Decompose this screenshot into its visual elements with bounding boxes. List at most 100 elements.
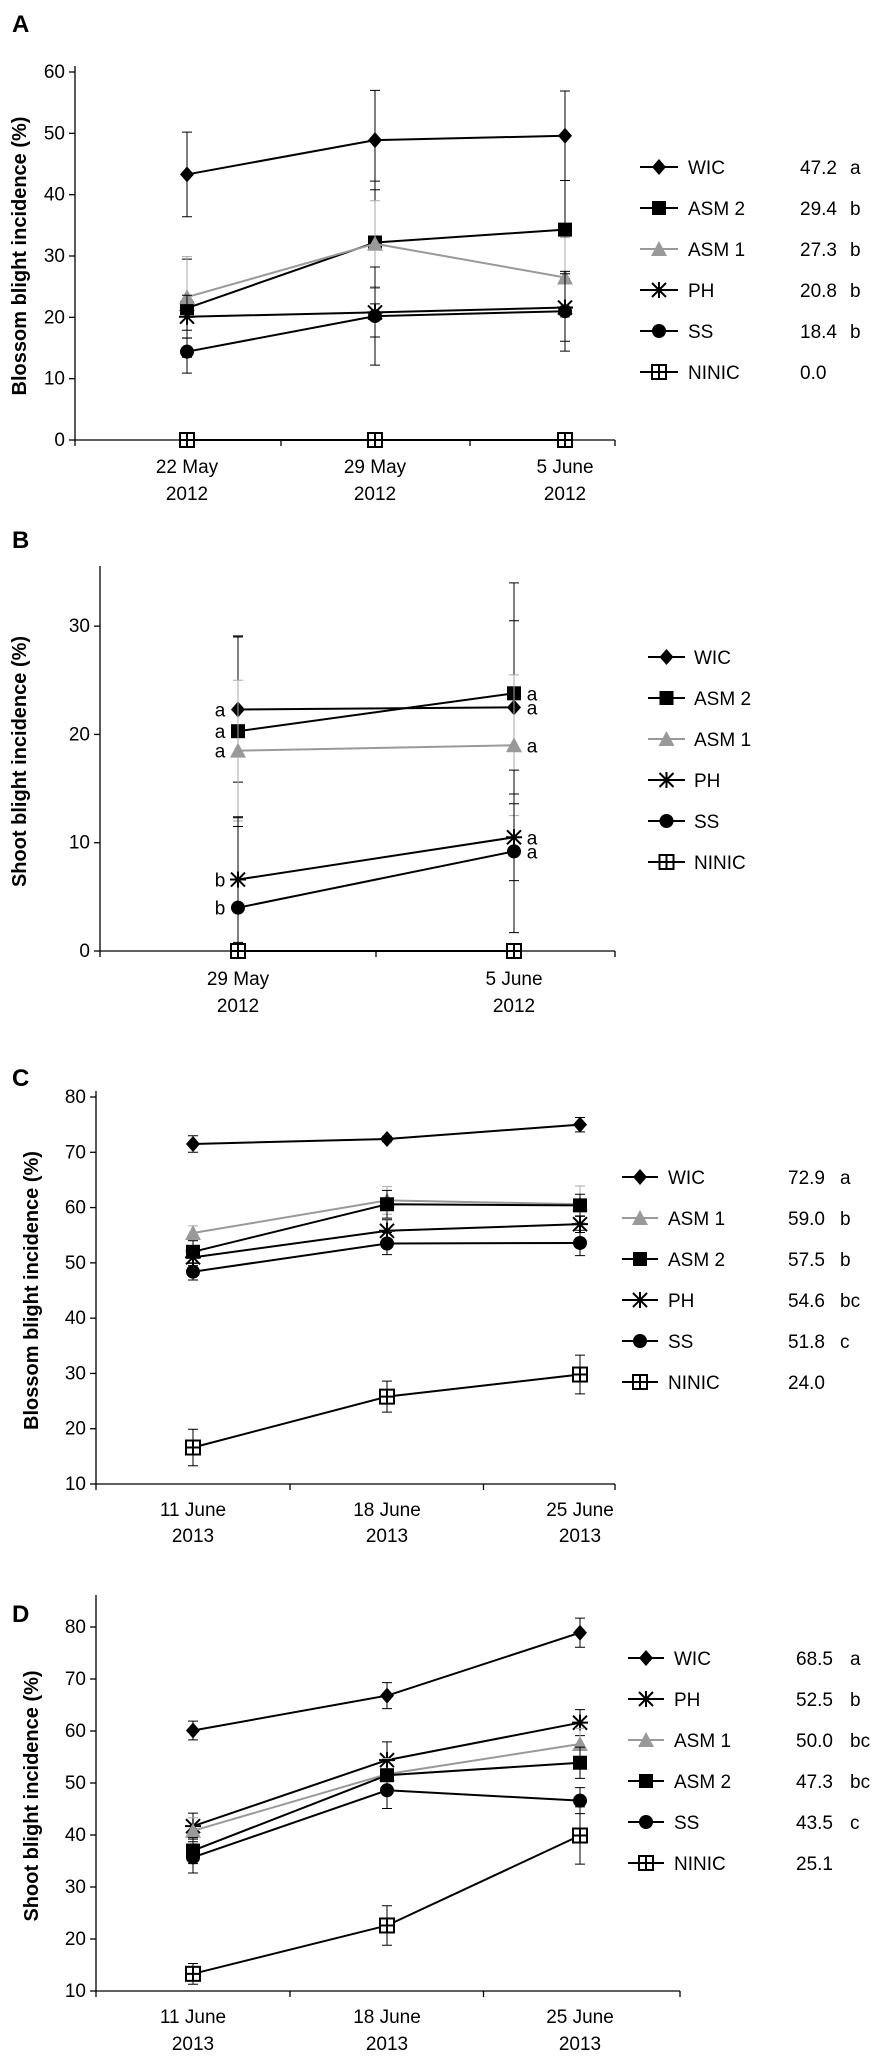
data-point xyxy=(185,1225,201,1241)
legend-letter: bc xyxy=(850,1772,870,1793)
legend-mean: 68.5 xyxy=(796,1649,833,1670)
series-line xyxy=(237,706,515,711)
data-point xyxy=(506,943,522,959)
data-point xyxy=(379,1917,395,1934)
legend-marker xyxy=(632,1210,648,1225)
legend-item: SS 51.8 c xyxy=(622,1332,850,1353)
legend-mean: 27.3 xyxy=(800,240,837,261)
data-point xyxy=(573,1755,587,1770)
legend-mean: 29.4 xyxy=(800,199,837,220)
data-point xyxy=(573,1235,587,1250)
legend: WIC 72.9 a ASM 1 59.0 b ASM 2 57.5 b PH 54.6 bc SS 51… xyxy=(622,1168,860,1394)
legend-marker xyxy=(633,1334,647,1348)
series-asm-2 xyxy=(186,1189,587,1264)
legend-letter: b xyxy=(850,1690,861,1711)
x-tick-label-year: 2013 xyxy=(366,1526,408,1547)
legend-mean: 52.5 xyxy=(796,1690,833,1711)
data-point xyxy=(230,742,246,758)
series-line xyxy=(237,850,515,909)
series-wic xyxy=(180,89,572,218)
data-point xyxy=(380,1131,394,1148)
legend-mean: 72.9 xyxy=(788,1168,825,1189)
y-tick-label: 50 xyxy=(65,1773,86,1794)
legend-mean: 18.4 xyxy=(800,322,837,343)
legend-label: ASM 1 xyxy=(668,1209,725,1230)
legend-item: SS 18.4 b xyxy=(640,322,861,343)
legend-label: WIC xyxy=(694,648,731,669)
legend-marker xyxy=(651,364,667,380)
legend: WIC 68.5 a PH 52.5 b ASM 1 50.0 bc ASM 2 47.3 bc SS 4… xyxy=(628,1649,870,1875)
legend-item: ASM 2 47.3 bc xyxy=(628,1772,870,1793)
x-tick-label: 25 June xyxy=(546,2007,614,2028)
series-wic xyxy=(186,1617,587,1741)
data-point xyxy=(572,1216,588,1233)
legend-item: ASM 2 29.4 b xyxy=(640,199,861,220)
legend-letter: b xyxy=(850,240,861,261)
legend-item: NINIC 25.1 xyxy=(628,1854,833,1875)
legend-label: SS xyxy=(694,812,719,833)
legend-label: ASM 2 xyxy=(668,1250,725,1271)
data-point xyxy=(558,127,572,144)
data-point xyxy=(180,166,194,183)
y-tick-label: 20 xyxy=(65,1419,86,1440)
y-tick-label: 30 xyxy=(69,616,90,637)
panel-d: D Shoot blight incidence (%) 10 20 30 40 50 60 7… xyxy=(12,1595,870,2055)
panel-letter: D xyxy=(12,1601,29,1628)
y-axis-label: Shoot blight incidence (%) xyxy=(9,636,31,887)
y-tick-label: 30 xyxy=(44,246,65,267)
legend-mean: 24.0 xyxy=(788,1373,825,1394)
legend-item: ASM 2 57.5 b xyxy=(622,1250,851,1271)
legend-label: ASM 1 xyxy=(674,1731,731,1752)
y-tick-label: 60 xyxy=(44,62,65,83)
y-tick-label: 10 xyxy=(69,833,90,854)
legend-letter: b xyxy=(840,1209,851,1230)
data-point xyxy=(185,1822,201,1838)
legend-item: PH 54.6 bc xyxy=(622,1291,860,1312)
legend-item: PH 20.8 b xyxy=(640,281,861,302)
legend-label: ASM 1 xyxy=(694,730,751,751)
legend-marker xyxy=(652,159,666,175)
data-point xyxy=(380,1197,394,1212)
x-tick-label: 11 June xyxy=(160,2007,226,2028)
y-axis-label: Shoot blight incidence (%) xyxy=(21,1670,43,1921)
legend-label: PH xyxy=(668,1291,694,1312)
series-line xyxy=(237,744,515,752)
series-ninic xyxy=(185,1354,588,1467)
legend-letter: c xyxy=(850,1813,860,1834)
legend-letter: a xyxy=(850,1649,861,1670)
legend-item: WIC 47.2 a xyxy=(640,158,861,179)
x-tick-label: 18 June xyxy=(353,2007,421,2028)
legend-label: SS xyxy=(688,322,713,343)
y-tick-label: 10 xyxy=(65,1474,86,1495)
data-point xyxy=(380,1783,394,1798)
panel-letter: B xyxy=(12,527,29,554)
data-point xyxy=(506,737,522,753)
legend-item: NINIC 24.0 xyxy=(622,1373,825,1394)
legend: WIC ASM 2 ASM 1 PH SS NINIC xyxy=(648,648,751,874)
legend-mean: 50.0 xyxy=(796,1731,833,1752)
legend-letter: bc xyxy=(850,1731,870,1752)
legend-marker xyxy=(651,282,667,298)
y-tick-label: 20 xyxy=(69,724,90,745)
x-tick-label: 25 June xyxy=(546,1500,614,1521)
significance-letter: a xyxy=(527,698,538,719)
data-point xyxy=(558,304,572,319)
legend-item: SS 43.5 c xyxy=(628,1813,860,1834)
y-tick-label: 10 xyxy=(65,1981,86,2002)
significance-letter: a xyxy=(527,842,538,863)
data-point xyxy=(186,1135,200,1152)
series-wic xyxy=(186,1116,587,1153)
legend-letter: b xyxy=(850,281,861,302)
data-point xyxy=(379,1388,395,1405)
legend-item: SS xyxy=(648,812,719,833)
series-ss: ba xyxy=(215,769,538,952)
legend-item: NINIC 0.0 xyxy=(640,363,826,384)
series-ninic xyxy=(185,1806,588,1985)
data-point xyxy=(367,235,383,251)
legend-mean: 0.0 xyxy=(800,363,826,384)
x-tick-label: 5 June xyxy=(536,457,593,478)
y-tick-label: 0 xyxy=(54,430,65,451)
data-point xyxy=(572,1827,588,1844)
y-tick-label: 80 xyxy=(65,1617,86,1638)
